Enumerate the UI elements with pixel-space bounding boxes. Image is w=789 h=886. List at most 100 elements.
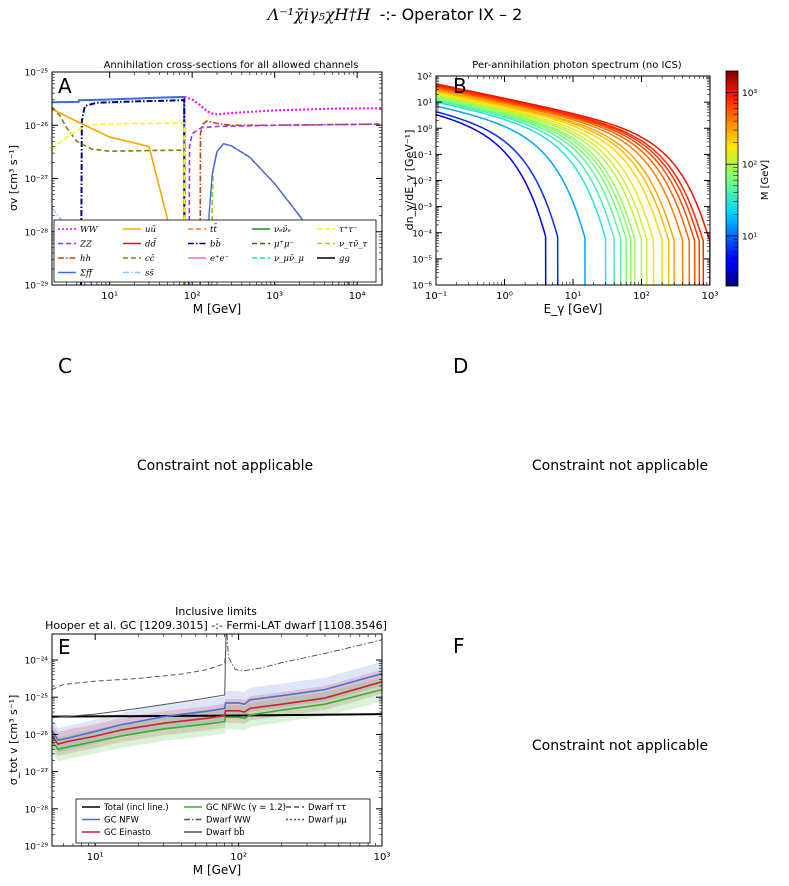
panel-a-ytick-label: 10⁻²⁶: [25, 122, 49, 132]
panel-e-letter: E: [58, 635, 71, 659]
panel-a-letter: A: [58, 74, 72, 98]
panel-e-series-gc_ein: [52, 680, 382, 745]
panel-b-spectrum-m80: [436, 96, 636, 285]
panel-d-letter: D: [453, 354, 468, 378]
panel-b-colorbar: [725, 70, 739, 287]
panel-b-ytick-label: 10⁻¹: [412, 151, 432, 161]
panel-b-ytick-label: 10⁰: [417, 125, 432, 135]
panel-a-legend-label-numu: ν_μν̄_μ: [274, 254, 304, 264]
panel-e-xtick-label: 10¹: [87, 852, 104, 863]
panel-b-spectrum-m400: [436, 87, 684, 285]
panel-e-ylabel: σ_tot v [cm³ s⁻¹]: [7, 695, 20, 786]
panel-c-message: Constraint not applicable: [137, 458, 313, 474]
panel-b-spectrum-m15: [436, 105, 586, 285]
panel-a-xtick-label: 10⁴: [349, 291, 366, 302]
panel-b-xtick-label: 10²: [633, 291, 650, 302]
panel-a-legend-label-nutau: ν_τν̄_τ: [339, 240, 368, 250]
panel-b-spectrum-m250: [436, 90, 670, 285]
panel-a-legend-label-mumu: μ⁺μ⁻: [274, 240, 294, 250]
panel-a-series-bb: [80, 98, 186, 285]
panel-b-spectrum-m6: [436, 110, 559, 285]
panel-a-series-Sff: [52, 95, 186, 285]
panel-a-series-WW: [184, 95, 382, 116]
panel-e-subtitle: Hooper et al. GC [1209.3015] -:- Fermi-L…: [45, 619, 387, 632]
panel-a-legend-label-gg: gg: [339, 254, 350, 264]
panel-e-series-dwarf_bb: [52, 634, 227, 719]
panel-e-legend-label-gc_ein: GC Einasto: [104, 828, 151, 838]
panel-b-colorbar-ticks: 10¹ 10² 10³: [726, 89, 757, 274]
panel-a-series-ZZ: [188, 123, 382, 285]
panel-e-ticks: 10¹ 10² 10³ 10⁻²⁹ 10⁻²⁸ 10⁻²⁷ 10⁻²⁶ 10⁻²⁵ 10⁻²⁴: [25, 634, 391, 863]
panel-e-legend-label-total: Total (incl line.): [103, 803, 169, 813]
panel-b-xtick-label: 10⁻¹: [425, 291, 447, 302]
panel-e-band-gc_nfw: [52, 661, 382, 753]
panel-e-ytick-label: 10⁻²⁹: [25, 843, 49, 853]
panel-e-series-dwarf_ww: [226, 634, 382, 672]
panel-c-letter: C: [58, 354, 72, 378]
panel-a-ytick-label: 10⁻²⁹: [25, 282, 49, 292]
panel-a-legend-label-ZZ: ZZ: [79, 240, 93, 250]
panel-a-legend-label-uu: uū: [145, 225, 156, 235]
panel-a-legend-box: [53, 219, 377, 283]
panel-b-spectrum-m300: [436, 89, 675, 285]
panel-a-ytick-label: 10⁻²⁸: [25, 228, 49, 238]
panel-b-frame: [435, 75, 711, 286]
panel-e-legend-label-gc_nfw: GC NFW: [104, 816, 139, 826]
panel-a-legend-label-hh: hh: [80, 254, 91, 264]
panel-e-legend: Total (incl line.) GC NFW GC Einasto GC NFW…: [75, 798, 371, 844]
panel-e-title: Inclusive limits: [175, 605, 257, 618]
panel-e-xtick-label: 10³: [374, 852, 391, 863]
panel-a-frame: [51, 71, 383, 286]
panel-a-legend-label-cc: cc̄: [145, 254, 155, 264]
panel-b-spectrum-m40: [436, 99, 615, 285]
panel-a-legend: WW ZZ hh Σff̄ uū dd̄ cc̄ ss̄ tt̄ bb̄ e⁺e⁻ νₑν̄ₑ μ⁺μ⁻…: [53, 219, 377, 283]
panel-b-spectrum-m50: [436, 98, 622, 285]
panel-b-series: [436, 83, 710, 285]
panel-a-xtick-label: 10³: [266, 291, 283, 302]
panel-a-legend-label-WW: WW: [80, 225, 99, 235]
panel-a: Annihilation cross-sections for all allo…: [7, 60, 383, 316]
panel-e-legend-label-dwarf_bb: Dwarf bb̄: [206, 826, 245, 838]
panel-b-ytick-label: 10²: [417, 73, 432, 83]
panel-b-xtick-label: 10³: [702, 291, 719, 302]
panel-a-series-cc: [52, 106, 186, 285]
panel-b-spectrum-m1000: [436, 83, 710, 285]
panel-b-ytick-label: 10⁻³: [412, 203, 432, 213]
panel-a-ytick-label: 10⁻²⁵: [25, 69, 49, 79]
panel-e-series-gc_nfw: [52, 672, 382, 742]
panel-b-colorbar-tick-label: 10¹: [742, 232, 757, 242]
panel-e-series: [52, 634, 382, 762]
panel-b-colorbar-label: M [GeV]: [760, 160, 771, 200]
panel-b-ytick-label: 10¹: [417, 99, 432, 109]
panel-d: D Constraint not applicable: [453, 354, 708, 474]
panel-a-series-uu: [52, 108, 186, 285]
panel-b-title: Per-annihilation photon spectrum (no ICS…: [472, 60, 682, 71]
panel-b-spectrum-m120: [436, 94, 648, 285]
panel-e-ytick-label: 10⁻²⁴: [25, 657, 49, 667]
panel-b-colorbar-tick-label: 10²: [742, 161, 757, 171]
panel-b-ytick-label: 10⁻²: [412, 177, 432, 187]
panel-a-legend-label-tt: tt̄: [210, 223, 218, 235]
panel-b-spectrum-m800: [436, 84, 705, 285]
panel-a-xtick-label: 10²: [184, 291, 201, 302]
panel-e-ytick-label: 10⁻²⁸: [25, 805, 49, 815]
panel-e-band-gc_nfwc: [52, 677, 382, 762]
panel-a-title: Annihilation cross-sections for all allo…: [104, 60, 359, 71]
panel-b-spectrum-m4: [436, 113, 547, 285]
panel-b-spectrum-m150: [436, 92, 655, 285]
panel-b-ytick-label: 10⁻⁴: [412, 229, 432, 239]
panel-e: Inclusive limits Hooper et al. GC [1209.…: [7, 605, 390, 877]
panel-b-spectrum-m30: [436, 101, 607, 285]
panel-b-xlabel: E_γ [GeV]: [544, 302, 603, 316]
panel-b-spectrum-m500: [436, 86, 691, 285]
panel-b-spectrum-m100: [436, 94, 643, 285]
panel-a-legend-label-bb: bb̄: [210, 238, 221, 250]
panel-a-legend-label-nuee: νₑν̄ₑ: [274, 225, 291, 235]
panel-c: C Constraint not applicable: [58, 354, 313, 474]
panel-a-legend-label-dd: dd̄: [145, 238, 157, 250]
panel-a-ytick-label: 10⁻²⁷: [25, 175, 49, 185]
panel-f-letter: F: [453, 634, 465, 658]
figure-title: Λ⁻¹χ̄iγ₅χH†H -:- Operator IX – 2: [266, 5, 523, 24]
panel-a-xlabel: M [GeV]: [193, 302, 241, 316]
